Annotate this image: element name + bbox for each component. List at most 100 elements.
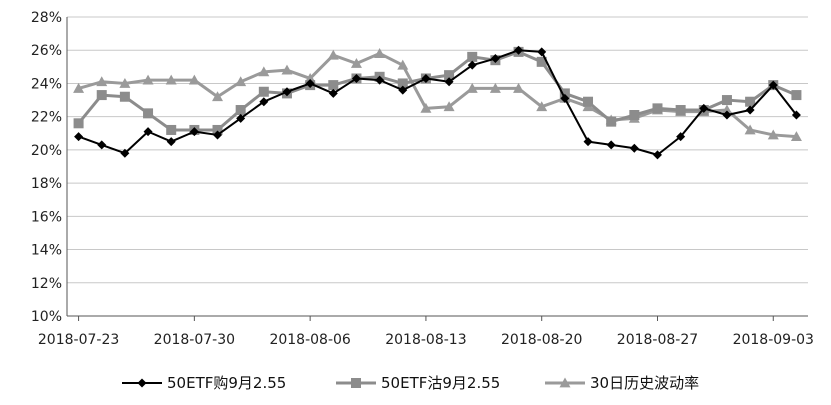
- data-point: [212, 124, 223, 135]
- data-point: [513, 82, 525, 93]
- y-tick-label: 14%: [31, 243, 62, 259]
- data-point: [652, 150, 662, 160]
- data-point: [166, 137, 176, 147]
- data-point: [606, 116, 617, 127]
- data-point: [699, 103, 709, 113]
- data-point: [675, 105, 686, 116]
- data-point: [328, 80, 339, 91]
- data-point: [560, 93, 570, 103]
- data-point: [73, 82, 85, 93]
- data-point: [397, 78, 408, 89]
- data-point: [97, 140, 107, 150]
- data-point: [189, 127, 199, 137]
- series-2: [73, 48, 802, 141]
- data-point: [466, 82, 478, 93]
- data-point: [235, 105, 246, 116]
- legend-swatch-marker: [351, 378, 361, 388]
- data-point: [374, 48, 386, 58]
- data-point: [258, 66, 270, 77]
- data-point: [282, 87, 292, 97]
- y-tick-label: 10%: [31, 309, 62, 325]
- data-point: [212, 91, 224, 102]
- data-point: [537, 47, 547, 57]
- y-tick-label: 18%: [31, 176, 62, 192]
- data-point: [791, 110, 801, 120]
- legend-label: 50ETF购9月2.55: [167, 374, 286, 392]
- series-group: [73, 45, 802, 160]
- data-point: [744, 124, 756, 135]
- data-point: [745, 96, 756, 107]
- data-point: [583, 137, 593, 147]
- data-point: [74, 132, 84, 142]
- data-point: [236, 113, 246, 123]
- data-point: [73, 118, 84, 129]
- data-point: [467, 51, 478, 62]
- data-point: [281, 64, 293, 75]
- data-point: [235, 76, 247, 87]
- x-tick-label: 2018-08-06: [269, 332, 350, 348]
- data-point: [421, 73, 431, 83]
- legend-swatch-marker: [559, 377, 571, 388]
- x-tick-label: 2018-07-23: [38, 332, 119, 348]
- x-tick-label: 2018-08-20: [501, 332, 582, 348]
- data-point: [375, 75, 385, 85]
- data-point: [119, 91, 130, 102]
- data-point: [143, 108, 154, 119]
- data-point: [119, 77, 131, 88]
- data-point: [327, 49, 339, 60]
- data-point: [444, 77, 454, 87]
- x-tick-label: 2018-08-27: [617, 332, 698, 348]
- data-point: [536, 101, 548, 112]
- x-tick-label: 2018-07-30: [154, 332, 235, 348]
- data-point: [514, 45, 524, 55]
- data-point: [606, 140, 616, 150]
- data-point: [791, 90, 802, 101]
- legend-item: 30日历史波动率: [545, 374, 699, 392]
- data-point: [722, 110, 732, 120]
- data-point: [96, 90, 107, 101]
- data-point: [444, 70, 455, 81]
- x-tick-label: 2018-08-13: [385, 332, 466, 348]
- y-tick-label: 22%: [31, 110, 62, 126]
- data-point: [188, 74, 200, 85]
- data-point: [397, 59, 409, 70]
- data-point: [767, 129, 779, 140]
- data-point: [166, 124, 177, 135]
- data-point: [259, 97, 269, 107]
- y-tick-label: 28%: [31, 10, 62, 26]
- data-point: [768, 80, 778, 90]
- data-point: [213, 130, 223, 140]
- data-point: [258, 86, 269, 97]
- series-line: [78, 49, 798, 156]
- data-point: [652, 103, 663, 114]
- data-point: [443, 101, 455, 112]
- data-point: [629, 143, 639, 153]
- legend-label: 50ETF沽9月2.55: [381, 374, 500, 392]
- data-point: [328, 88, 338, 98]
- x-axis-tick-labels: 2018-07-23 2018-07-30 2018-08-06 2018-08-13…: [38, 332, 814, 348]
- data-point: [165, 74, 177, 85]
- data-point: [721, 95, 732, 106]
- legend-label: 30日历史波动率: [590, 374, 699, 392]
- data-point: [629, 110, 640, 121]
- data-point: [96, 76, 108, 87]
- data-point: [559, 88, 570, 99]
- data-point: [489, 82, 501, 93]
- data-point: [490, 54, 500, 64]
- data-point: [583, 96, 594, 107]
- gridlines: [67, 16, 808, 284]
- data-point: [120, 148, 130, 158]
- series-line: [78, 52, 797, 139]
- y-axis-tick-labels: 10% 12% 14% 16% 18% 20% 22% 24% 26% 28%: [31, 10, 62, 325]
- data-point: [721, 104, 733, 115]
- axes: [66, 17, 808, 321]
- data-point: [398, 85, 408, 95]
- y-tick-label: 24%: [31, 76, 62, 92]
- series-line: [77, 50, 798, 132]
- legend-swatch-marker: [137, 378, 147, 388]
- x-tick-label: 2018-09-03: [733, 332, 814, 348]
- legend-item: 50ETF沽9月2.55: [336, 374, 500, 392]
- data-point: [790, 131, 802, 141]
- y-tick-label: 12%: [31, 276, 62, 292]
